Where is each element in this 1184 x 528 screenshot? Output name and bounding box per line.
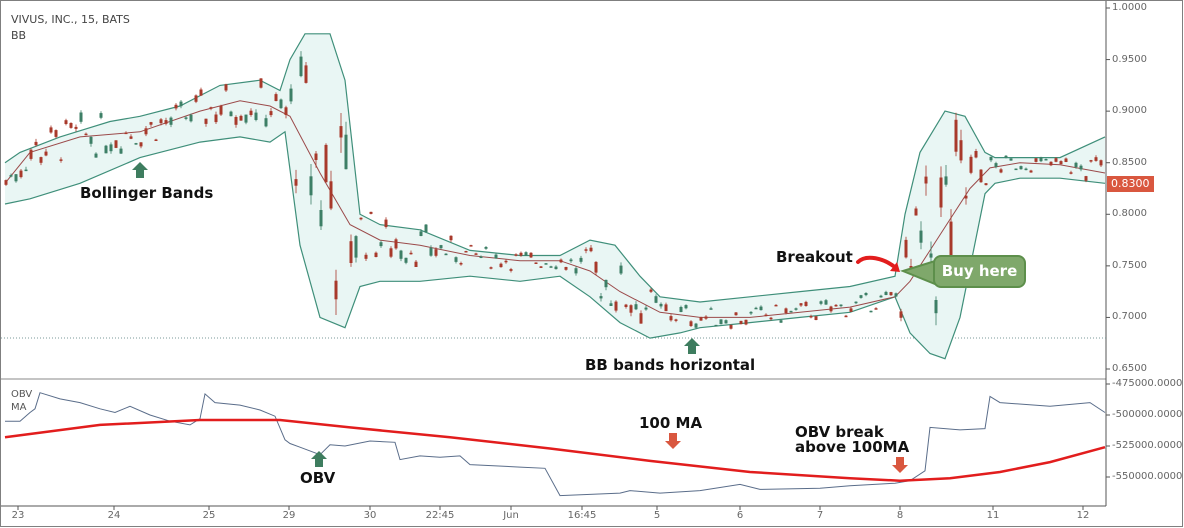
time-tick: 25 — [202, 510, 216, 521]
time-tick: 7 — [816, 510, 824, 521]
arrow-down-icon — [665, 433, 681, 449]
breakout-arrow-icon — [856, 255, 898, 270]
time-tick: 12 — [1076, 510, 1090, 521]
price-tick: 1.0000 — [1112, 2, 1147, 13]
candlesticks — [4, 51, 1103, 330]
current-price-badge: 0.8300 — [1107, 176, 1154, 192]
time-tick: 24 — [107, 510, 121, 521]
time-tick: 23 — [11, 510, 25, 521]
annotation-obv: OBV — [300, 469, 336, 487]
arrow-up-icon — [132, 162, 148, 178]
annotation-arrows — [132, 162, 936, 473]
obv-tick: -475000.0000 — [1112, 378, 1183, 389]
symbol-title: VIVUS, INC., 15, BATS — [11, 13, 130, 26]
annotation-bb-horizontal: BB bands horizontal — [585, 356, 756, 374]
time-tick: 16:45 — [567, 510, 597, 521]
buy-here-callout: Buy here — [933, 255, 1026, 288]
obv-pane — [4, 392, 1106, 497]
price-tick: 0.9500 — [1112, 53, 1147, 65]
time-tick: 11 — [986, 510, 1000, 521]
obv-tick: -525000.0000 — [1112, 440, 1183, 451]
price-tick: 0.7000 — [1112, 311, 1147, 323]
price-tick: 0.8000 — [1112, 208, 1147, 220]
bollinger-bands — [4, 33, 1106, 360]
axis-ticks — [17, 7, 1110, 510]
time-tick: 30 — [363, 510, 377, 521]
time-tick: 22:45 — [425, 510, 455, 521]
time-tick: 8 — [896, 510, 904, 521]
time-tick: 6 — [736, 510, 744, 521]
arrow-up-icon — [311, 451, 327, 467]
price-tick: 0.6500 — [1112, 363, 1147, 374]
annotation-breakout: Breakout — [776, 248, 853, 266]
annotation-bollinger: Bollinger Bands — [80, 184, 214, 202]
chart-title: VIVUS, INC., 15, BATS BB — [11, 12, 130, 44]
arrow-down-icon — [892, 457, 908, 473]
price-tick: 0.7500 — [1112, 259, 1147, 271]
obv-tick: -550000.0000 — [1112, 471, 1183, 482]
annotation-obv-break-1: OBV break — [795, 423, 884, 441]
annotation-100ma: 100 MA — [639, 414, 703, 432]
ma-label: MA — [11, 402, 27, 413]
indicator-label: BB — [11, 29, 27, 42]
arrow-up-icon — [684, 338, 700, 354]
time-tick: 5 — [653, 510, 661, 521]
obv-tick: -500000.0000 — [1112, 409, 1183, 420]
price-tick: 0.9000 — [1112, 105, 1147, 117]
obv-pane-labels: OBV MA — [11, 388, 32, 414]
annotation-obv-break-2: above 100MA — [795, 438, 910, 456]
time-tick: 29 — [282, 510, 296, 521]
obv-label: OBV — [11, 389, 33, 400]
time-tick: Jun — [503, 510, 519, 521]
price-tick: 0.8500 — [1112, 156, 1147, 168]
